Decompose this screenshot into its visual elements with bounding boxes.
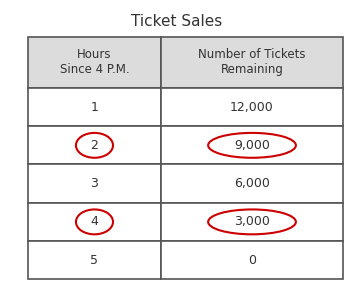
Text: 3,000: 3,000 — [234, 215, 270, 228]
Text: Hours
Since 4 P.M.: Hours Since 4 P.M. — [60, 48, 129, 76]
Text: 6,000: 6,000 — [234, 177, 270, 190]
Bar — [161, 37, 343, 88]
Bar — [161, 241, 343, 279]
Bar — [28, 164, 161, 203]
Bar — [161, 126, 343, 164]
Text: Number of Tickets
Remaining: Number of Tickets Remaining — [198, 48, 306, 76]
Text: 1: 1 — [91, 101, 98, 113]
Bar — [28, 241, 161, 279]
Bar — [161, 203, 343, 241]
Text: 0: 0 — [248, 254, 256, 267]
Bar — [161, 88, 343, 126]
Bar — [28, 37, 161, 88]
Bar — [28, 88, 161, 126]
Text: 2: 2 — [91, 139, 98, 152]
Bar — [28, 203, 161, 241]
Bar — [28, 126, 161, 164]
Text: 12,000: 12,000 — [230, 101, 274, 113]
Text: Ticket Sales: Ticket Sales — [131, 14, 223, 29]
Text: 5: 5 — [91, 254, 98, 267]
Text: 4: 4 — [91, 215, 98, 228]
Text: 9,000: 9,000 — [234, 139, 270, 152]
Bar — [161, 164, 343, 203]
Text: 3: 3 — [91, 177, 98, 190]
